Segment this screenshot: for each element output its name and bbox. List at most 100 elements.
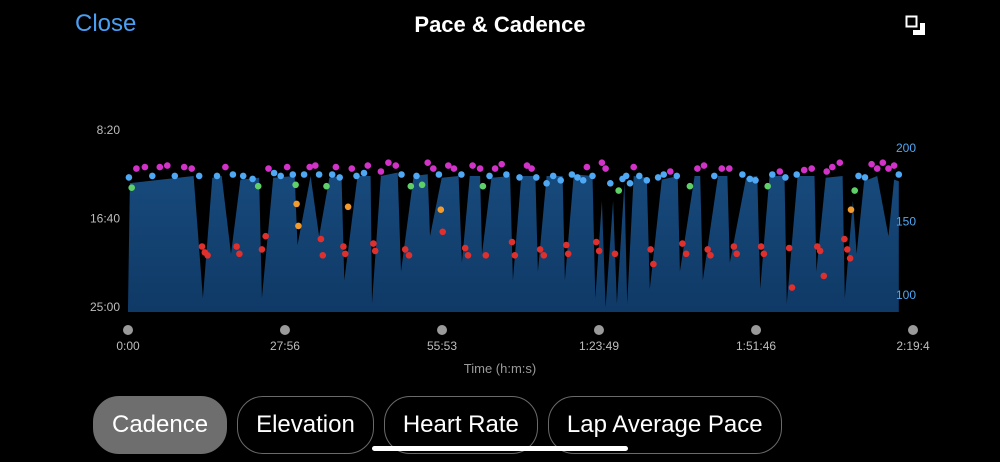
cadence-point bbox=[295, 222, 302, 230]
cadence-point bbox=[808, 165, 815, 172]
cadence-point bbox=[149, 172, 156, 180]
cadence-tick-label: 150 bbox=[896, 215, 916, 229]
cadence-point bbox=[371, 247, 379, 255]
cadence-point bbox=[233, 243, 240, 250]
tab-elevation[interactable]: Elevation bbox=[237, 396, 374, 454]
cadence-point bbox=[630, 163, 637, 171]
time-tick-marker bbox=[437, 325, 448, 335]
cadence-point bbox=[258, 246, 266, 253]
cadence-point bbox=[486, 172, 493, 180]
cadence-point bbox=[730, 243, 738, 250]
cadence-point bbox=[816, 247, 824, 255]
cadence-point bbox=[868, 160, 875, 168]
cadence-tick-label: 200 bbox=[896, 141, 916, 155]
cadence-point bbox=[323, 182, 330, 190]
cadence-tick-label: 100 bbox=[896, 288, 916, 302]
cadence-point bbox=[679, 240, 686, 247]
fullscreen-toggle-icon[interactable] bbox=[905, 15, 927, 37]
cadence-point bbox=[306, 163, 314, 171]
cadence-point bbox=[458, 171, 465, 178]
cadence-point bbox=[407, 182, 415, 190]
cadence-point bbox=[829, 163, 836, 171]
cadence-point bbox=[469, 162, 476, 169]
cadence-point bbox=[479, 182, 487, 190]
cadence-point bbox=[317, 235, 325, 243]
cadence-point bbox=[204, 252, 211, 259]
cadence-point bbox=[508, 238, 516, 246]
cadence-point bbox=[782, 174, 789, 181]
cadence-point bbox=[733, 250, 740, 258]
time-tick-label: 1:51:46 bbox=[736, 339, 776, 353]
cadence-point bbox=[437, 206, 445, 213]
close-button[interactable]: Close bbox=[75, 10, 137, 37]
cadence-point bbox=[836, 159, 844, 166]
cadence-point bbox=[536, 246, 544, 253]
cadence-point bbox=[844, 246, 851, 253]
time-tick-label: 2:19:4 bbox=[896, 339, 930, 353]
cadence-point bbox=[593, 238, 600, 246]
page-title: Pace & Cadence bbox=[414, 12, 586, 37]
cadence-point bbox=[650, 260, 657, 268]
home-indicator[interactable] bbox=[372, 446, 628, 451]
cadence-point bbox=[254, 182, 262, 190]
cadence-point bbox=[847, 206, 855, 213]
cadence-point bbox=[861, 174, 869, 181]
cadence-point bbox=[491, 165, 499, 172]
cadence-point bbox=[851, 187, 858, 194]
tab-heart-rate[interactable]: Heart Rate bbox=[383, 396, 538, 454]
tab-cadence[interactable]: Cadence bbox=[93, 396, 228, 454]
cadence-point bbox=[229, 171, 237, 178]
cadence-point bbox=[464, 252, 472, 259]
cadence-point bbox=[392, 162, 400, 169]
cadence-point bbox=[377, 168, 385, 175]
cadence-point bbox=[188, 165, 195, 172]
cadence-point bbox=[820, 272, 828, 280]
cadence-point bbox=[239, 172, 247, 180]
time-tick-label: 0:00 bbox=[116, 339, 140, 353]
cadence-point bbox=[418, 181, 426, 189]
cadence-point bbox=[574, 174, 581, 181]
cadence-point bbox=[292, 181, 299, 189]
cadence-point bbox=[283, 163, 291, 171]
time-tick-marker bbox=[751, 325, 762, 335]
cadence-point bbox=[125, 174, 133, 181]
cadence-point bbox=[319, 252, 327, 259]
cadence-point bbox=[583, 163, 591, 171]
cadence-point bbox=[353, 172, 360, 180]
cadence-point bbox=[141, 163, 149, 171]
pace-tick-label: 8:20 bbox=[97, 123, 121, 137]
cadence-point bbox=[707, 252, 714, 259]
time-tick-marker bbox=[908, 325, 918, 335]
cadence-point bbox=[711, 172, 718, 180]
cadence-point bbox=[348, 165, 356, 172]
cadence-point bbox=[568, 171, 576, 178]
cadence-point bbox=[682, 250, 690, 258]
time-tick-marker bbox=[279, 325, 290, 335]
cadence-point bbox=[598, 159, 606, 166]
cadence-point bbox=[764, 182, 771, 190]
cadence-point bbox=[450, 165, 458, 172]
pace-cadence-chart: 8:20 16:40 25:00 200 150 100 0:00 27:56 55:53 1:2… bbox=[90, 123, 930, 353]
cadence-point bbox=[262, 232, 270, 240]
cadence-point bbox=[543, 180, 550, 187]
cadence-point bbox=[647, 246, 654, 253]
cadence-point bbox=[757, 243, 765, 250]
cadence-point bbox=[704, 246, 711, 253]
cadence-point bbox=[846, 254, 854, 262]
cadence-point bbox=[873, 165, 881, 172]
cadence-point bbox=[482, 252, 490, 259]
cadence-point bbox=[579, 177, 587, 184]
tab-lap-average-pace[interactable]: Lap Average Pace bbox=[547, 396, 782, 454]
cadence-point bbox=[752, 177, 759, 184]
cadence-point bbox=[401, 246, 409, 253]
cadence-point bbox=[686, 182, 694, 190]
cadence-point bbox=[461, 244, 469, 252]
cadence-point bbox=[694, 165, 701, 172]
cadence-point bbox=[855, 172, 862, 180]
cadence-point bbox=[312, 162, 319, 169]
cadence-point bbox=[222, 163, 229, 171]
cadence-point bbox=[660, 171, 667, 178]
cadence-point bbox=[171, 172, 179, 180]
cadence-point bbox=[895, 171, 903, 178]
cadence-point bbox=[340, 243, 347, 250]
